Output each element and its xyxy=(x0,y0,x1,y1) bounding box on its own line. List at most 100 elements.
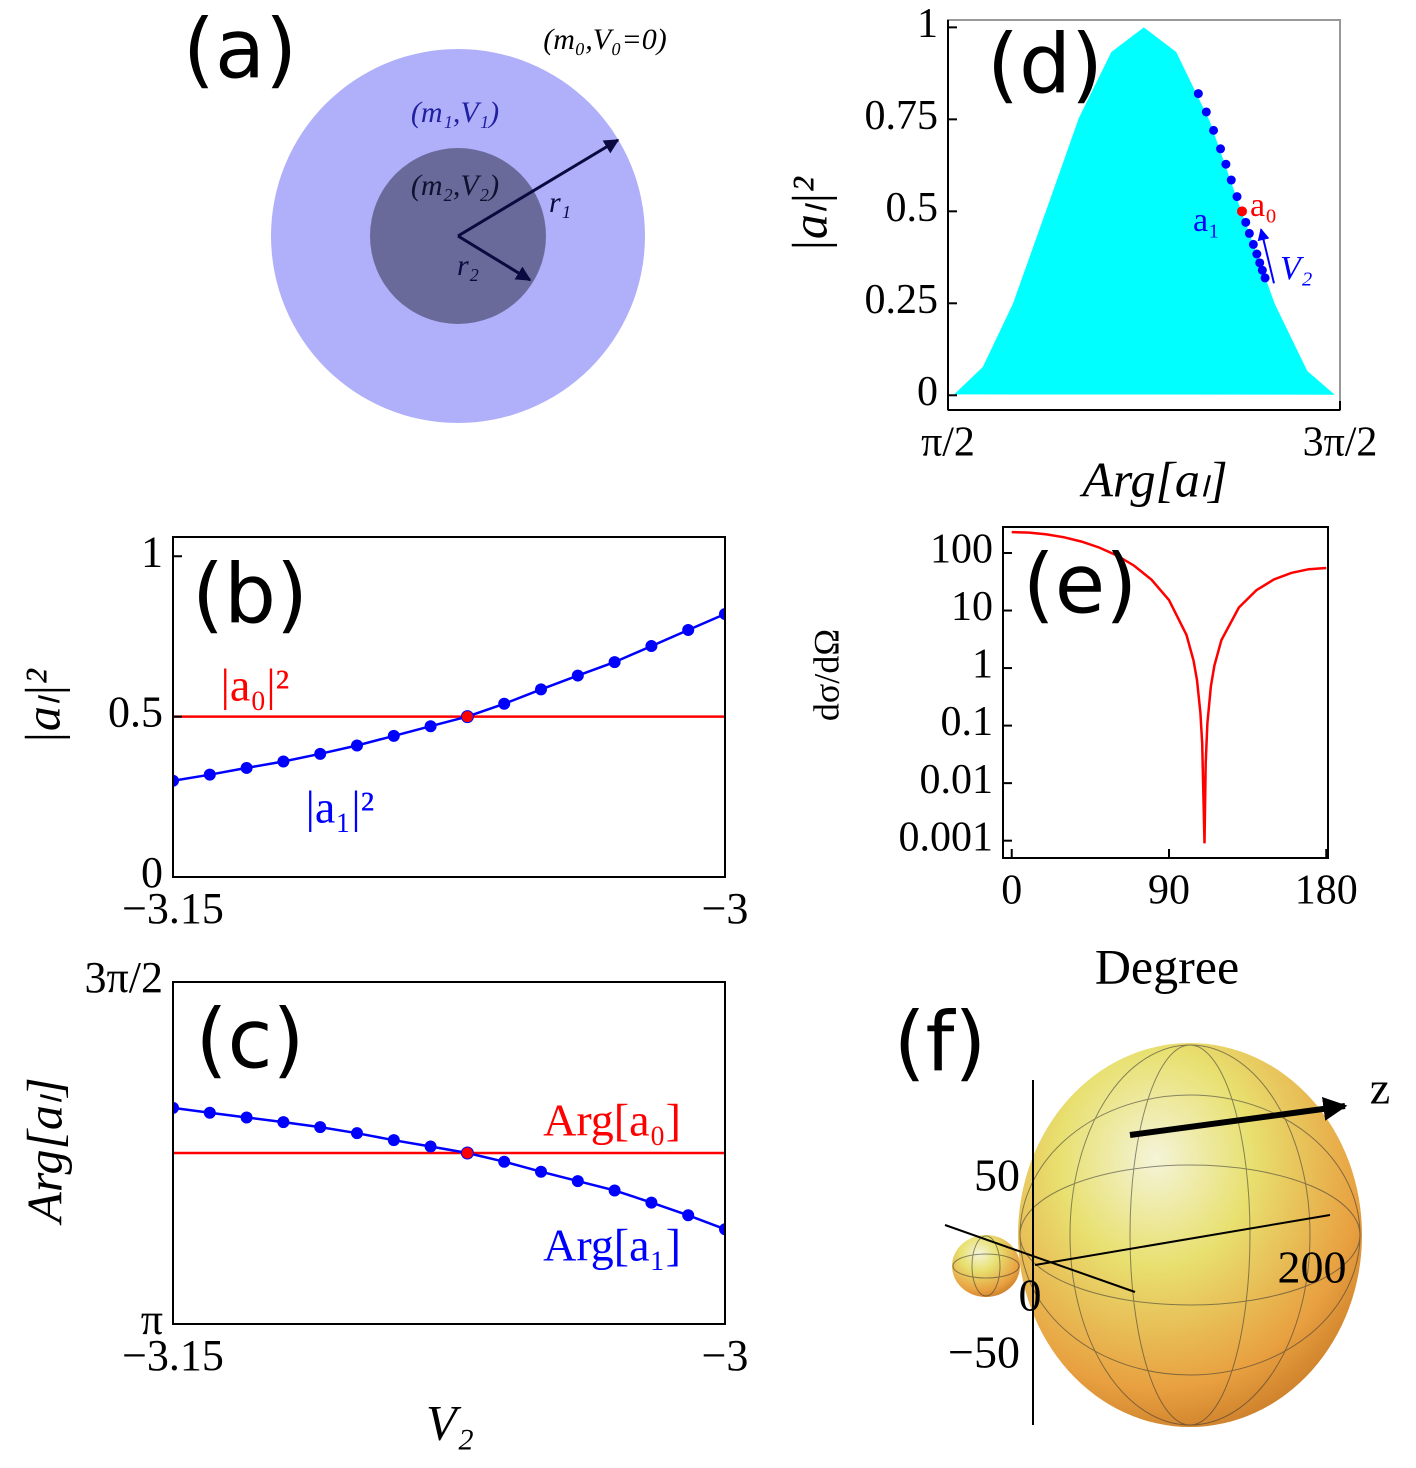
y-tick-label: 1 xyxy=(972,642,993,688)
point xyxy=(1257,265,1267,275)
region-label: (m₀,V₀=0) xyxy=(543,23,667,56)
panel-label: (b) xyxy=(192,547,308,642)
y-tick-label: 0.5 xyxy=(886,185,939,231)
series-label: Arg[a₁] xyxy=(543,1220,681,1271)
marker xyxy=(424,720,437,733)
y-axis-label: |aₗ|² xyxy=(781,176,837,253)
x-tick-label: 180 xyxy=(1295,868,1358,914)
marker xyxy=(351,739,363,752)
marker xyxy=(240,1111,253,1124)
region-label: (m₂,V₂) xyxy=(411,169,499,202)
back-lobe xyxy=(952,1235,1020,1297)
y-tick-label: 0.001 xyxy=(899,814,994,860)
marker xyxy=(535,1165,547,1178)
marker xyxy=(608,1184,621,1197)
point xyxy=(1193,89,1203,99)
marker xyxy=(498,697,511,710)
series-label: |a₁|² xyxy=(306,782,375,833)
reference-label: a₀ xyxy=(1250,187,1277,224)
marker xyxy=(277,755,290,768)
point xyxy=(1209,125,1219,135)
panel-label: (d) xyxy=(987,17,1103,112)
marker xyxy=(719,607,725,620)
y-tick-label: 100 xyxy=(930,527,993,573)
marker xyxy=(535,683,547,696)
y-tick-label: 0.01 xyxy=(920,757,994,803)
area xyxy=(954,27,1335,395)
mesh xyxy=(952,1044,1361,1426)
point xyxy=(1244,228,1254,238)
x-tick-label: −3 xyxy=(702,1331,749,1380)
panel-label: (e) xyxy=(1023,537,1137,632)
y-tick-label: 1 xyxy=(141,527,163,576)
frame xyxy=(1002,526,1329,859)
plot-area xyxy=(954,27,1335,395)
radius-label: r₁ xyxy=(549,186,571,219)
y-tick-label: 0.5 xyxy=(108,688,163,737)
panel-label: (f) xyxy=(894,995,987,1090)
x-tick-label: 90 xyxy=(1148,868,1190,914)
point xyxy=(1226,175,1236,185)
x-tick-label: 0 xyxy=(1001,868,1022,914)
plot-area xyxy=(173,1101,725,1236)
x-tick-label: −3.15 xyxy=(122,884,224,933)
axis-line xyxy=(1034,1214,1331,1266)
chart: Arg[a₀] Arg[a₁] π 3π/2 −3.15 −3 (c) Arg[aₗ] V₂ xyxy=(16,953,748,1450)
series-line xyxy=(173,612,725,783)
point xyxy=(1216,144,1226,154)
y-axis-label: dσ/dΩ xyxy=(806,629,846,721)
reference-point xyxy=(1237,206,1247,217)
series-label: |a₀|² xyxy=(221,660,290,711)
main-lobe xyxy=(1018,1043,1362,1427)
tick-label: 200 xyxy=(1278,1242,1347,1293)
marker xyxy=(387,729,400,742)
marker xyxy=(682,1209,695,1222)
series-line xyxy=(173,1106,725,1231)
marker xyxy=(314,747,327,760)
x-tick-label: −3 xyxy=(702,884,749,933)
x-tick-label: π/2 xyxy=(921,420,975,466)
tick-label: −50 xyxy=(948,1327,1020,1378)
point xyxy=(1221,159,1231,169)
crossing-point xyxy=(460,1146,474,1160)
marker xyxy=(387,1134,400,1147)
point xyxy=(1232,192,1242,202)
y-axis-label: |aₗ|² xyxy=(14,668,70,745)
point xyxy=(1241,217,1251,227)
chart: |a₀|² |a₁|² 0 0.5 1 −3.15 −3 (b) |aₗ|² xyxy=(14,527,748,933)
y-tick-label: 3π/2 xyxy=(85,953,163,1002)
y-tick-label: 1 xyxy=(917,1,938,47)
y-tick-label: 0 xyxy=(917,369,938,415)
marker xyxy=(498,1155,511,1168)
series-line xyxy=(1011,530,1327,844)
y-tick-label: π xyxy=(141,1295,163,1344)
y-tick-label: 0.75 xyxy=(865,93,939,139)
x-tick-label: −3.15 xyxy=(122,1331,224,1380)
y-tick-label: 0.1 xyxy=(941,699,994,745)
crossing-point xyxy=(460,710,474,724)
y-tick-label: 0.25 xyxy=(865,277,939,323)
radius-arrow xyxy=(457,234,532,282)
frame xyxy=(172,536,726,878)
arrow xyxy=(1257,228,1275,284)
panel-f: (f) 50 0 −50 200 z xyxy=(894,995,1390,1427)
marker xyxy=(608,656,621,669)
marker xyxy=(719,1223,725,1236)
axis-line xyxy=(944,1224,1136,1293)
point xyxy=(1260,273,1270,283)
point xyxy=(1252,249,1262,259)
frame xyxy=(172,981,726,1325)
point xyxy=(1248,239,1258,249)
marker xyxy=(571,1175,584,1188)
axis-label: z xyxy=(1370,1063,1390,1114)
marker xyxy=(203,1106,216,1119)
y-axis-label: Arg[aₗ] xyxy=(16,1077,72,1225)
plot-area xyxy=(173,607,725,787)
marker xyxy=(277,1116,290,1129)
panel-label: (a) xyxy=(183,2,297,97)
annotation: V₂ xyxy=(1280,250,1313,287)
tick-label: 0 xyxy=(1019,1270,1042,1321)
